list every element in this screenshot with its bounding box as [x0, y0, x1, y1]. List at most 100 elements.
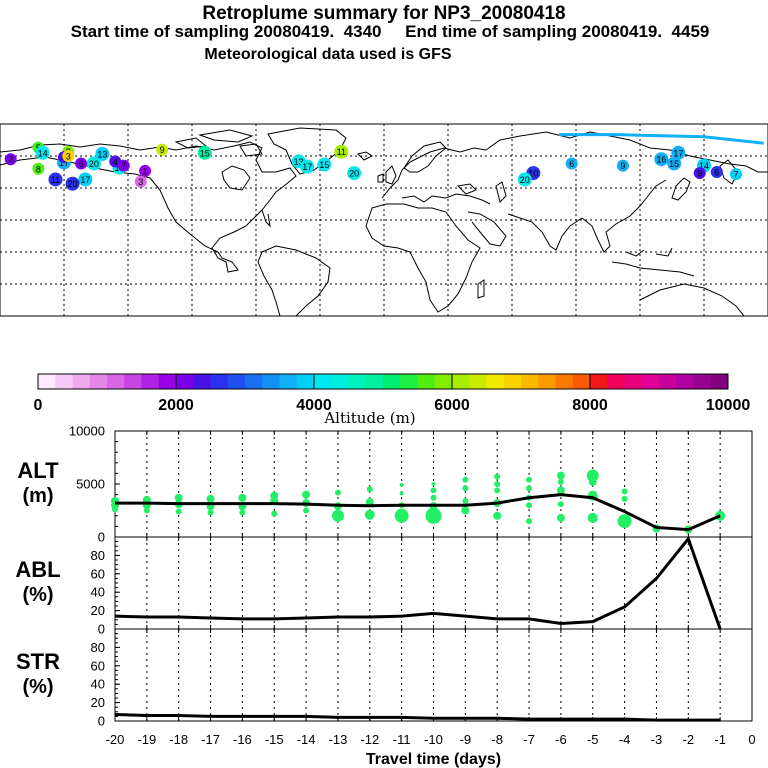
caspian-black-sea: [456, 181, 507, 203]
indonesia: [611, 247, 695, 277]
x-tick-label: -9: [460, 732, 472, 747]
y-tick-label: 5000: [76, 477, 105, 492]
trajectory-marker: [565, 157, 578, 170]
trajectory-marker: [317, 157, 332, 172]
altitude-point: [586, 469, 599, 482]
colorbar-swatch: [193, 374, 211, 389]
colorbar-swatch: [434, 374, 453, 389]
x-tick-label: -17: [201, 732, 220, 747]
madagascar: [477, 279, 485, 299]
panel-unit-label: (%): [22, 584, 53, 606]
y-tick-label: 0: [98, 622, 105, 637]
colorbar-swatch: [210, 374, 229, 389]
trajectory-day-label: 17: [80, 175, 90, 185]
panel-alt: 0 5000 10000 ALT(m): [17, 424, 753, 545]
colorbar-swatch: [365, 374, 384, 389]
trajectory-marker: [117, 159, 130, 172]
colorbar-swatch: [607, 374, 625, 389]
meteorology-source: Meteorological data used is GFS: [204, 46, 452, 63]
trajectory-marker: [654, 152, 669, 167]
x-tick-label: -11: [393, 732, 411, 747]
altitude-point: [425, 507, 442, 524]
colorbar-swatch: [710, 374, 729, 389]
panel-label: ALT: [17, 458, 59, 483]
altitude-point: [587, 512, 598, 523]
colorbar-labels: 0 2000 4000 6000 8000 10000: [34, 397, 751, 414]
altitude-point: [430, 494, 437, 501]
trajectory-day-label: 2: [8, 155, 13, 165]
y-tick-label: 0: [98, 530, 105, 545]
altitude-point: [494, 473, 501, 480]
trajectory-marker: [62, 150, 75, 162]
x-tick-label: -4: [619, 732, 631, 747]
trajectory-day-label: 9: [160, 145, 165, 155]
time-series-panels: 0500010000ALT(m)020406080ABL(%)020406080…: [15, 424, 755, 768]
x-tick-label: -2: [683, 732, 695, 747]
altitude-point: [462, 476, 469, 483]
world-map: 5148139172018241115131517206916151714679…: [0, 123, 768, 317]
trajectory-marker: [65, 176, 80, 191]
colorbar-title: Altitude (m): [323, 409, 415, 427]
trajectory-day-label: 16: [656, 155, 666, 165]
florida: [261, 209, 271, 228]
altitude-point: [365, 498, 374, 507]
altitude-point: [526, 502, 533, 509]
altitude-point: [334, 489, 341, 496]
altitude-point: [556, 513, 565, 522]
trajectory-marker: [334, 144, 349, 159]
altitude-point: [175, 508, 182, 515]
colorbar-swatch: [314, 374, 332, 389]
altitude-point: [494, 487, 501, 494]
altitude-point: [621, 495, 628, 502]
trajectory-marker: [517, 172, 532, 187]
x-tick-label: -12: [360, 732, 379, 747]
trajectory-day-label: 13: [294, 157, 304, 167]
y-tick-label: 0: [98, 714, 105, 729]
colorbar-swatch: [400, 374, 418, 389]
altitude-point: [271, 510, 278, 517]
sampling-times: Start time of sampling 20080419. 4340 En…: [70, 22, 710, 41]
panel-unit-label: (m): [22, 485, 53, 507]
trajectory-day-label: 8: [36, 164, 41, 174]
x-tick-label: -8: [491, 732, 503, 747]
altitude-point: [364, 509, 375, 520]
altitude-point: [394, 508, 409, 523]
trajectory-marker: [156, 143, 169, 156]
colorbar-swatch: [624, 374, 643, 389]
hudson-bay: [221, 165, 251, 191]
altitude-point: [462, 485, 469, 492]
trajectory-day-label: 6: [569, 159, 574, 169]
trajectory-day-label: 20: [89, 159, 99, 169]
colorbar-tick-label: 4000: [296, 397, 332, 414]
colorbar-swatch: [72, 374, 91, 389]
altitude-point: [431, 482, 436, 486]
colorbar-swatch: [107, 374, 125, 389]
figure-title: Retroplume summary for NP3_20080418: [202, 3, 566, 24]
trajectory-day-label: 9: [620, 161, 625, 171]
trajectory-marker: [667, 156, 682, 171]
trajectory-marker: [197, 145, 212, 160]
y-tick-label: 40: [91, 677, 105, 692]
trajectory-day-label: 9: [697, 169, 702, 179]
trajectory-marker: [139, 164, 152, 177]
colorbar-swatch: [158, 374, 177, 389]
y-tick-label: 60: [91, 566, 105, 581]
x-tick-label: -14: [297, 732, 316, 747]
panel-label: STR: [16, 649, 60, 674]
southeast-asia: [581, 179, 667, 253]
x-tick-label: -3: [651, 732, 663, 747]
colorbar-swatch: [693, 374, 712, 389]
trajectory-day-label: 11: [337, 147, 346, 157]
altitude-point: [238, 493, 247, 502]
y-tick-label: 60: [91, 658, 105, 673]
altitude-point: [399, 483, 404, 488]
trajectory-day-label: 14: [38, 148, 48, 158]
y-tick-label: 20: [91, 603, 105, 618]
altitude-point: [588, 477, 597, 486]
colorbar-swatch: [555, 374, 574, 389]
trajectory-marker: [48, 172, 63, 187]
trajectory-day-label: 7: [733, 170, 738, 180]
altitude-point: [493, 511, 502, 520]
colorbar-swatch: [141, 374, 160, 389]
